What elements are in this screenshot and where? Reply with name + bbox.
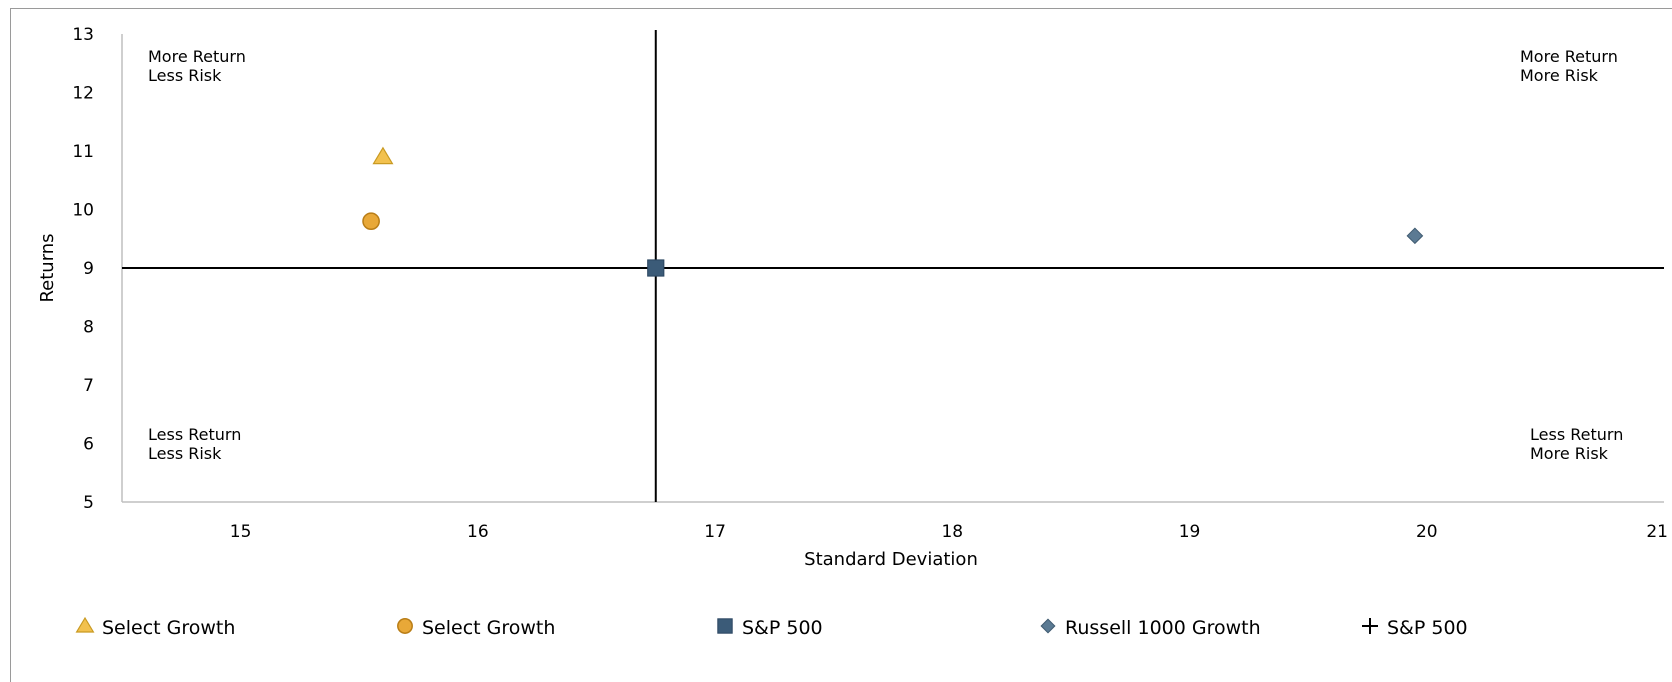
legend-marker-diamond [1040,618,1056,634]
data-point-diamond [1406,227,1424,245]
legend-marker-circle [397,618,413,634]
quadrant-label-top-left: Less Risk [148,66,222,85]
x-tick-label: 20 [1416,522,1438,542]
y-tick-label: 10 [72,201,94,221]
legend-item: Select Growth [75,616,235,639]
legend-label: S&P 500 [1387,617,1468,639]
legend-label: Select Growth [102,617,235,639]
x-tick-label: 16 [467,522,489,542]
legend-marker-plus [1362,618,1378,634]
data-point-square [647,259,665,277]
x-tick-label: 19 [1179,522,1201,542]
legend-label: S&P 500 [742,617,823,639]
x-tick-label: 17 [704,522,726,542]
y-tick-label: 11 [72,142,94,162]
legend-marker-triangle [75,616,95,633]
legend-item: S&P 500 [717,617,823,639]
y-tick-label: 12 [72,84,94,104]
legend-item: Select Growth [397,617,555,639]
chart-frame [10,8,1672,682]
data-point-triangle [372,146,394,165]
quadrant-label-bottom-right: More Risk [1530,444,1609,463]
x-axis-title: Standard Deviation [804,549,978,570]
axes: 15 16 17 18 19 20 21 5 6 7 8 9 10 11 12 13 Standard Devi… [37,25,1668,570]
y-tick-label: 6 [83,435,94,455]
legend-item: S&P 500 [1362,617,1468,639]
y-tick-label: 13 [72,25,94,45]
quadrant-label-top-right: More Risk [1520,66,1599,85]
y-tick-label: 7 [83,376,94,396]
y-tick-label: 9 [83,259,94,279]
quadrant-label-bottom-left: Less Return [148,425,241,444]
quadrant-label-top-left: More Return [148,47,246,66]
legend: Select Growth Select Growth S&P 500 Russell… [75,616,1468,639]
legend-label: Russell 1000 Growth [1065,617,1261,639]
y-axis-title: Returns [37,233,58,302]
quadrant-label-bottom-right: Less Return [1530,425,1623,444]
y-tick-label: 5 [83,493,94,513]
y-tick-label: 8 [83,318,94,338]
legend-label: Select Growth [422,617,555,639]
quadrant-label-bottom-left: Less Risk [148,444,222,463]
x-tick-label: 21 [1646,522,1668,542]
data-point-circle [362,212,380,231]
x-tick-label: 15 [230,522,252,542]
legend-item: Russell 1000 Growth [1040,617,1261,639]
data-points [362,146,1424,277]
quadrant-label-top-right: More Return [1520,47,1618,66]
legend-marker-square [717,618,733,634]
x-tick-label: 18 [941,522,963,542]
